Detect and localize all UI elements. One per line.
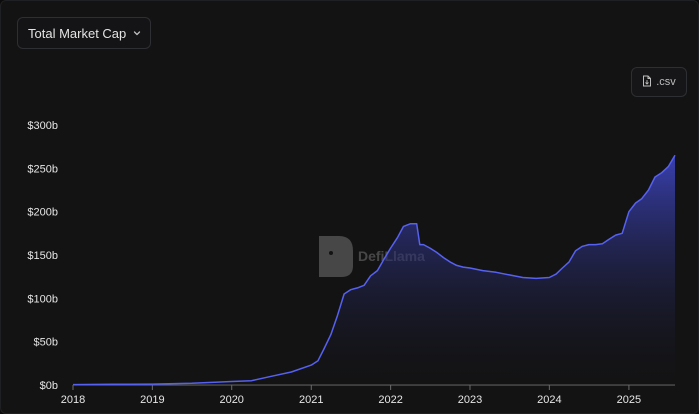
x-tick-label: 2024 xyxy=(537,394,561,406)
y-tick-label: $150b xyxy=(27,250,58,262)
x-tick-label: 2020 xyxy=(219,394,243,406)
x-tick-label: 2023 xyxy=(458,394,482,406)
x-tick-label: 2022 xyxy=(378,394,402,406)
csv-button-label: .csv xyxy=(656,76,676,88)
market-cap-chart: DefiLlama $0b$50b$100b$150b$200b$250b$30… xyxy=(27,120,676,406)
csv-download-button[interactable]: .csv xyxy=(631,67,687,97)
y-tick-label: $50b xyxy=(34,337,58,349)
series-area xyxy=(73,155,675,385)
x-tick-label: 2021 xyxy=(299,394,323,406)
series-line xyxy=(72,154,676,386)
y-tick-label: $100b xyxy=(27,293,58,305)
y-axis: $0b $50b $100b $150b $200b $250b $300b xyxy=(27,120,58,392)
y-tick-label: $200b xyxy=(27,207,58,219)
y-tick-label: $300b xyxy=(27,120,58,132)
x-axis: 2018 2019 2020 2021 2022 2023 2024 2025 xyxy=(61,384,675,406)
metric-dropdown-label: Total Market Cap xyxy=(28,25,127,41)
series-layer xyxy=(72,154,676,386)
file-icon xyxy=(642,75,652,90)
x-tick-label: 2025 xyxy=(617,394,641,406)
chevron-down-icon xyxy=(132,28,142,38)
metric-dropdown[interactable]: Total Market Cap xyxy=(17,17,151,49)
y-tick-label: $250b xyxy=(27,163,58,175)
y-tick-label: $0b xyxy=(40,380,58,392)
x-tick-label: 2019 xyxy=(140,394,164,406)
llama-logo-icon xyxy=(319,236,353,277)
x-tick-label: 2018 xyxy=(61,394,85,406)
